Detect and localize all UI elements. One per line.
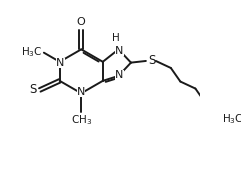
Text: S: S	[29, 83, 36, 96]
Text: O: O	[77, 17, 86, 27]
Text: S: S	[148, 54, 156, 67]
Text: CH$_3$: CH$_3$	[71, 113, 92, 127]
Text: N: N	[77, 87, 85, 97]
Text: N: N	[56, 58, 65, 68]
Text: N: N	[115, 70, 124, 80]
Text: H: H	[112, 33, 120, 43]
Text: H$_3$C: H$_3$C	[221, 112, 241, 126]
Text: H$_3$C: H$_3$C	[21, 45, 42, 59]
Text: N: N	[115, 46, 124, 56]
